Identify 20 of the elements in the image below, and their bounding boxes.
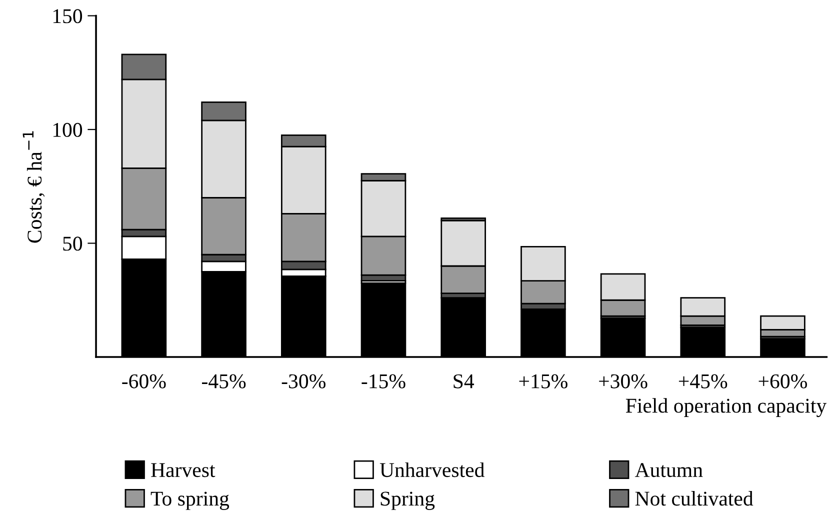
x-tick-label: -30% xyxy=(282,374,326,388)
x-tick-label: +45% xyxy=(678,374,728,388)
x-tick-label: -45% xyxy=(202,374,246,388)
legend-label: Spring xyxy=(380,492,435,510)
x-tick-label: +15% xyxy=(519,374,568,388)
y-tick-label: 100 xyxy=(53,122,82,137)
x-tick-label: +30% xyxy=(599,374,648,388)
x-tick-label: +60% xyxy=(758,374,807,388)
legend-label: Autumn xyxy=(634,463,703,478)
x-axis-title: Field operation capacity xyxy=(626,398,827,418)
x-tick-label: -60% xyxy=(122,374,166,388)
y-tick-label: 150 xyxy=(53,9,82,24)
x-tick-label: -15% xyxy=(362,374,406,388)
legend-label: Not cultivated xyxy=(635,491,754,506)
legend-label: To spring xyxy=(150,492,230,510)
y-tick-label: 50 xyxy=(63,236,82,251)
x-tick-label: S4 xyxy=(454,374,474,388)
legend-label: Unharvested xyxy=(380,462,484,478)
y-axis-title: Costs, € ha$^{−1}$ xyxy=(22,131,45,243)
legend-label: Harvest xyxy=(151,463,216,478)
